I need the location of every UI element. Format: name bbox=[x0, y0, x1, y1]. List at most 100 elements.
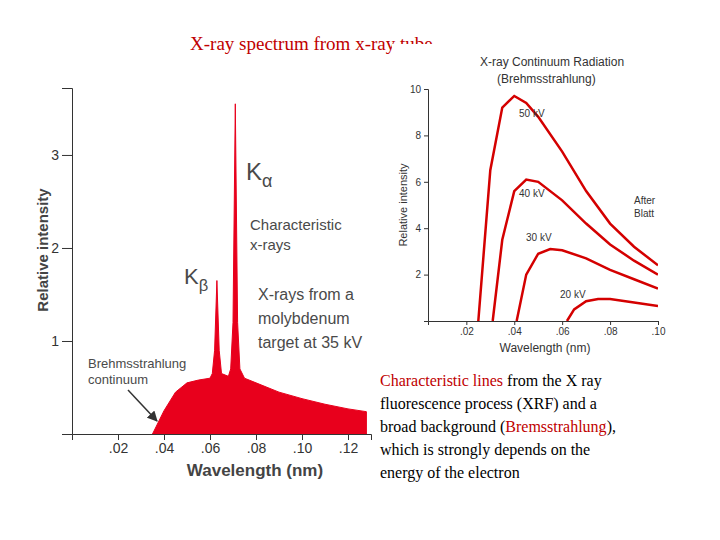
series-label: 30 kV bbox=[526, 232, 552, 243]
series-line bbox=[493, 179, 658, 321]
source-note: After bbox=[634, 195, 656, 206]
x-axis: .02 .04 .06 .08 .10 .12 bbox=[73, 434, 372, 456]
tick-label: .10 bbox=[293, 440, 313, 456]
x-axis: .02 .04 .06 .08 .10 bbox=[429, 321, 666, 337]
tick-mark bbox=[424, 89, 428, 90]
tick-label: .10 bbox=[652, 326, 666, 337]
tick: .06 bbox=[556, 321, 570, 337]
tick-mark bbox=[514, 321, 515, 325]
x-axis-title: Wavelength (nm) bbox=[500, 341, 591, 355]
slide: X-ray spectrum from x-ray tube.02.04.06.… bbox=[0, 0, 720, 540]
caption-line: broad background (Bremsstrahlung), bbox=[380, 418, 616, 436]
tick: .10 bbox=[652, 321, 666, 337]
annotation: x-rays bbox=[250, 236, 291, 253]
chart-title: (Brehmsstrahlung) bbox=[497, 72, 596, 86]
series-line bbox=[517, 249, 658, 321]
tick-mark bbox=[466, 321, 467, 325]
tick: .10 bbox=[293, 434, 313, 456]
tick-mark bbox=[424, 228, 428, 229]
plot-marks bbox=[153, 104, 367, 434]
caption-segment: energy of the electron bbox=[380, 464, 520, 482]
caption-segment: Bremsstrahlung bbox=[505, 418, 606, 436]
tick: 3 bbox=[51, 147, 72, 163]
tick-label: .04 bbox=[155, 440, 175, 456]
tick-label: 8 bbox=[415, 130, 421, 141]
tick-label: .08 bbox=[604, 326, 618, 337]
axis-line bbox=[429, 322, 659, 326]
y-axis-title: Relative intensity bbox=[397, 163, 409, 247]
annotation: target at 35 kV bbox=[258, 334, 362, 351]
tick-mark bbox=[62, 248, 72, 249]
tick: 2 bbox=[51, 240, 72, 256]
y-axis-title: Relative intensity bbox=[34, 188, 51, 312]
series-label: 20 kV bbox=[560, 289, 586, 300]
tick: .12 bbox=[339, 434, 359, 456]
caption-line: fluorescence process (XRF) and a bbox=[380, 395, 597, 413]
x-axis-title: Wavelength (nm) bbox=[187, 461, 323, 480]
spectrum-area bbox=[153, 104, 367, 434]
caption-segment: which is strongly depends on the bbox=[380, 441, 590, 459]
tick-mark bbox=[424, 135, 428, 136]
series-label: 40 kV bbox=[519, 188, 545, 199]
axis-line bbox=[424, 90, 429, 322]
annotation: X-rays from a bbox=[258, 286, 354, 303]
tick-label: 2 bbox=[415, 269, 421, 280]
tick-label: .04 bbox=[508, 326, 522, 337]
caption-segment: Characteristic lines bbox=[380, 372, 503, 389]
tick: 10 bbox=[410, 84, 428, 95]
caption-segment: from the X ray bbox=[503, 372, 602, 390]
tick-label: .08 bbox=[247, 440, 267, 456]
annotation: Kα bbox=[246, 158, 272, 191]
panel-background bbox=[392, 44, 672, 362]
annotation: Brehmsstrahlung bbox=[88, 356, 186, 371]
tick: .08 bbox=[604, 321, 618, 337]
tick: .04 bbox=[508, 321, 522, 337]
annotation: Kβ bbox=[184, 264, 208, 294]
tick: 2 bbox=[415, 269, 428, 280]
tick-label: .06 bbox=[556, 326, 570, 337]
tick-mark bbox=[658, 321, 659, 325]
caption-segment: broad background ( bbox=[380, 418, 505, 436]
mo-spectrum-chart: .02 .04 .06 .08 .10 .12 1 2 3 Wavelength (nm) Rela… bbox=[34, 89, 372, 481]
tick: .02 bbox=[460, 321, 474, 337]
series-label: 50 kV bbox=[519, 108, 545, 119]
tick-label: 3 bbox=[51, 147, 59, 163]
tick: .04 bbox=[155, 434, 175, 456]
tick: 6 bbox=[415, 177, 428, 188]
tick-mark bbox=[562, 321, 563, 325]
chart-title: X-ray Continuum Radiation bbox=[480, 55, 624, 69]
annotation: Characteristic bbox=[250, 216, 342, 233]
caption-line: which is strongly depends on the bbox=[380, 441, 590, 459]
tick: 4 bbox=[415, 223, 428, 234]
tick-label: 2 bbox=[51, 240, 59, 256]
source-note: Blatt bbox=[634, 208, 654, 219]
tick-mark bbox=[424, 182, 428, 183]
y-axis: 2 4 6 8 10 bbox=[410, 84, 429, 322]
tick-mark bbox=[610, 321, 611, 325]
caption-line: Characteristic lines from the X ray bbox=[380, 372, 602, 390]
series-line bbox=[478, 96, 658, 321]
plot-marks bbox=[478, 96, 658, 321]
axis-line bbox=[62, 89, 73, 435]
slide-canvas: X-ray spectrum from x-ray tube.02.04.06.… bbox=[0, 0, 720, 540]
tick-mark bbox=[62, 155, 72, 156]
annotation-arrow bbox=[128, 390, 157, 421]
tick-mark bbox=[62, 341, 72, 342]
tick: 8 bbox=[415, 130, 428, 141]
annotation: molybdenum bbox=[258, 310, 350, 327]
tick-label: 1 bbox=[51, 333, 59, 349]
caption-segment: ), bbox=[607, 418, 616, 436]
tick-label: 10 bbox=[410, 84, 422, 95]
tick: 1 bbox=[51, 333, 72, 349]
y-axis: 1 2 3 bbox=[51, 89, 72, 435]
tick-label: .06 bbox=[201, 440, 221, 456]
tick: .08 bbox=[247, 434, 267, 456]
caption-line: energy of the electron bbox=[380, 464, 520, 482]
tick-label: .12 bbox=[339, 440, 359, 456]
tick-label: .02 bbox=[109, 440, 129, 456]
caption-segment: fluorescence process (XRF) and a bbox=[380, 395, 597, 413]
series-line bbox=[567, 299, 658, 321]
tick: .02 bbox=[109, 434, 129, 456]
tick-label: 6 bbox=[415, 177, 421, 188]
continuum-chart: .02 .04 .06 .08 .10 2 4 6 8 10 X-ray Continuum Rad… bbox=[392, 44, 672, 362]
